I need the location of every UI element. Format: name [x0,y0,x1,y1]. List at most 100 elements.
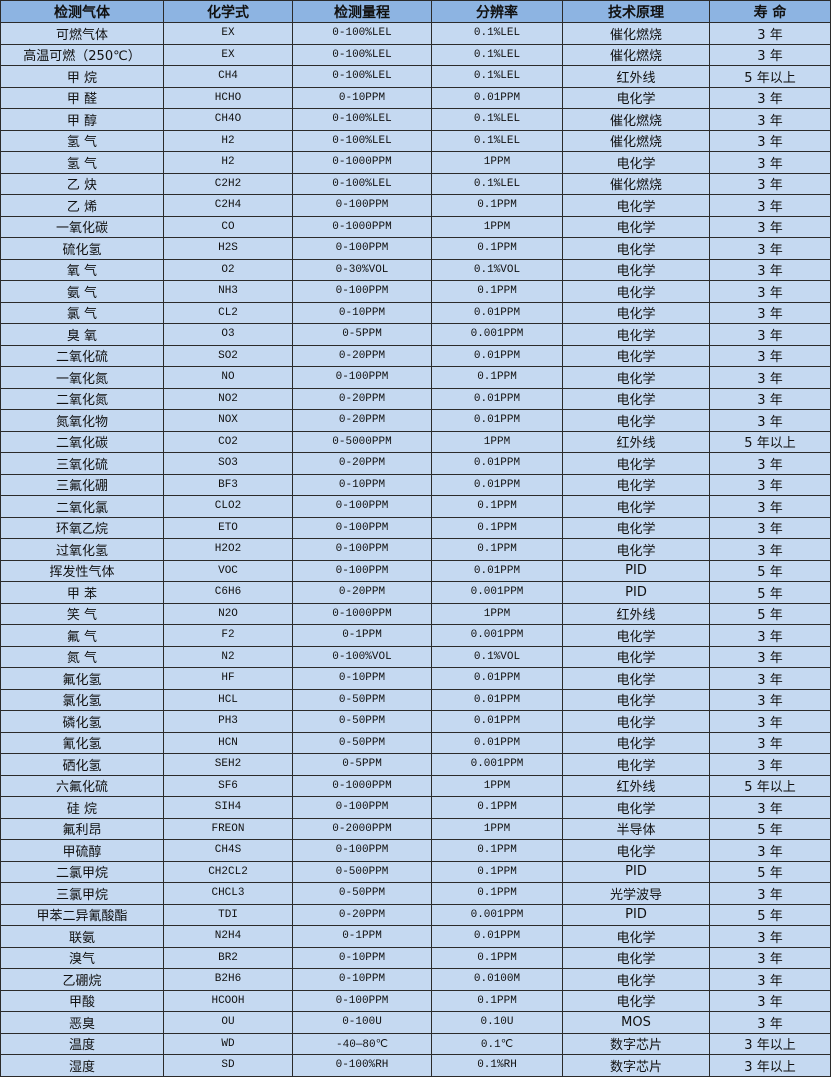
lifespan-cell: 3 年 [709,645,831,668]
table-row: 三氧化硫 SO3 0-20PPM 0.01PPM 电化学 3 年 [0,452,831,475]
resolution-cell: 0.1℃ [431,1032,563,1055]
table-row: 氢 气 H2 0-100%LEL 0.1%LEL 催化燃烧 3 年 [0,129,831,152]
gas-name-cell: 甲 醇 [0,108,164,131]
chemical-formula-cell: VOC [163,559,293,582]
chemical-formula-cell: PH3 [163,710,293,733]
technology-principle-cell: 红外线 [562,65,710,88]
lifespan-cell: 3 年 [709,86,831,109]
table-row: 乙硼烷 B2H6 0-10PPM 0.0100M 电化学 3 年 [0,968,831,991]
table-row: 氮氧化物 NOX 0-20PPM 0.01PPM 电化学 3 年 [0,409,831,432]
detection-range-cell: 0-20PPM [292,581,432,604]
lifespan-cell: 3 年 [709,43,831,66]
gas-name-cell: 硅 烷 [0,796,164,819]
detection-range-cell: 0-20PPM [292,409,432,432]
resolution-cell: 1PPM [431,774,563,797]
table-row: 挥发性气体 VOC 0-100PPM 0.01PPM PID 5 年 [0,559,831,582]
resolution-cell: 0.01PPM [431,409,563,432]
resolution-cell: 0.10U [431,1011,563,1034]
resolution-cell: 0.001PPM [431,624,563,647]
technology-principle-cell: PID [562,581,710,604]
detection-range-cell: 0-100PPM [292,516,432,539]
detection-range-cell: 0-100%LEL [292,65,432,88]
resolution-cell: 0.01PPM [431,473,563,496]
resolution-cell: 0.1%VOL [431,258,563,281]
resolution-cell: 0.01PPM [431,731,563,754]
detection-range-cell: 0-10PPM [292,968,432,991]
table-row: 甲 苯 C6H6 0-20PPM 0.001PPM PID 5 年 [0,581,831,604]
chemical-formula-cell: CHCL3 [163,882,293,905]
gas-name-cell: 甲苯二异氰酸酯 [0,903,164,926]
detection-range-cell: 0-100%LEL [292,43,432,66]
detection-range-cell: 0-1000PPM [292,602,432,625]
lifespan-cell: 3 年以上 [709,1032,831,1055]
chemical-formula-cell: WD [163,1032,293,1055]
table-row: 三氟化硼 BF3 0-10PPM 0.01PPM 电化学 3 年 [0,473,831,496]
lifespan-cell: 3 年 [709,946,831,969]
lifespan-cell: 3 年 [709,839,831,862]
detection-range-cell: 0-20PPM [292,387,432,410]
chemical-formula-cell: EX [163,43,293,66]
technology-principle-cell: 电化学 [562,753,710,776]
lifespan-cell: 3 年 [709,194,831,217]
resolution-cell: 0.01PPM [431,559,563,582]
chemical-formula-cell: HCOOH [163,989,293,1012]
technology-principle-cell: 电化学 [562,323,710,346]
chemical-formula-cell: C6H6 [163,581,293,604]
technology-principle-cell: 电化学 [562,280,710,303]
gas-name-cell: 臭 氧 [0,323,164,346]
lifespan-cell: 5 年 [709,860,831,883]
resolution-cell: 0.1%LEL [431,172,563,195]
chemical-formula-cell: N2O [163,602,293,625]
gas-name-cell: 氟化氢 [0,667,164,690]
detection-range-cell: 0-1000PPM [292,151,432,174]
technology-principle-cell: 催化燃烧 [562,43,710,66]
resolution-cell: 0.0100M [431,968,563,991]
gas-name-cell: 氢 气 [0,129,164,152]
technology-principle-cell: MOS [562,1011,710,1034]
technology-principle-cell: 半导体 [562,817,710,840]
detection-range-cell: 0-50PPM [292,882,432,905]
resolution-cell: 0.1PPM [431,516,563,539]
lifespan-cell: 3 年 [709,710,831,733]
gas-name-cell: 甲 苯 [0,581,164,604]
chemical-formula-cell: CLO2 [163,495,293,518]
resolution-cell: 0.01PPM [431,667,563,690]
detection-range-cell: 0-100PPM [292,989,432,1012]
table-row: 三氯甲烷 CHCL3 0-50PPM 0.1PPM 光学波导 3 年 [0,882,831,905]
resolution-cell: 0.1PPM [431,839,563,862]
gas-name-cell: 三氧化硫 [0,452,164,475]
chemical-formula-cell: H2 [163,151,293,174]
lifespan-cell: 3 年 [709,301,831,324]
resolution-cell: 0.01PPM [431,688,563,711]
resolution-cell: 0.1PPM [431,495,563,518]
technology-principle-cell: 电化学 [562,237,710,260]
table-row: 氟利昂 FREON 0-2000PPM 1PPM 半导体 5 年 [0,817,831,840]
detection-range-cell: 0-100PPM [292,194,432,217]
gas-name-cell: 氨 气 [0,280,164,303]
gas-name-cell: 甲硫醇 [0,839,164,862]
lifespan-cell: 3 年以上 [709,1054,831,1077]
resolution-cell: 0.1PPM [431,538,563,561]
resolution-cell: 0.1PPM [431,989,563,1012]
resolution-cell: 0.001PPM [431,581,563,604]
gas-name-cell: 氯化氢 [0,688,164,711]
gas-name-cell: 二氧化氯 [0,495,164,518]
table-row: 甲硫醇 CH4S 0-100PPM 0.1PPM 电化学 3 年 [0,839,831,862]
table-row: 甲 醇 CH4O 0-100%LEL 0.1%LEL 催化燃烧 3 年 [0,108,831,131]
table-row: 氯化氢 HCL 0-50PPM 0.01PPM 电化学 3 年 [0,688,831,711]
chemical-formula-cell: TDI [163,903,293,926]
chemical-formula-cell: C2H4 [163,194,293,217]
detection-range-cell: 0-30%VOL [292,258,432,281]
lifespan-cell: 3 年 [709,495,831,518]
detection-range-cell: 0-100PPM [292,280,432,303]
lifespan-cell: 5 年 [709,559,831,582]
table-row: 二氧化氮 NO2 0-20PPM 0.01PPM 电化学 3 年 [0,387,831,410]
technology-principle-cell: 电化学 [562,516,710,539]
chemical-formula-cell: CH4S [163,839,293,862]
resolution-cell: 0.1PPM [431,946,563,969]
gas-name-cell: 氟 气 [0,624,164,647]
technology-principle-cell: 电化学 [562,645,710,668]
chemical-formula-cell: SF6 [163,774,293,797]
resolution-cell: 1PPM [431,215,563,238]
